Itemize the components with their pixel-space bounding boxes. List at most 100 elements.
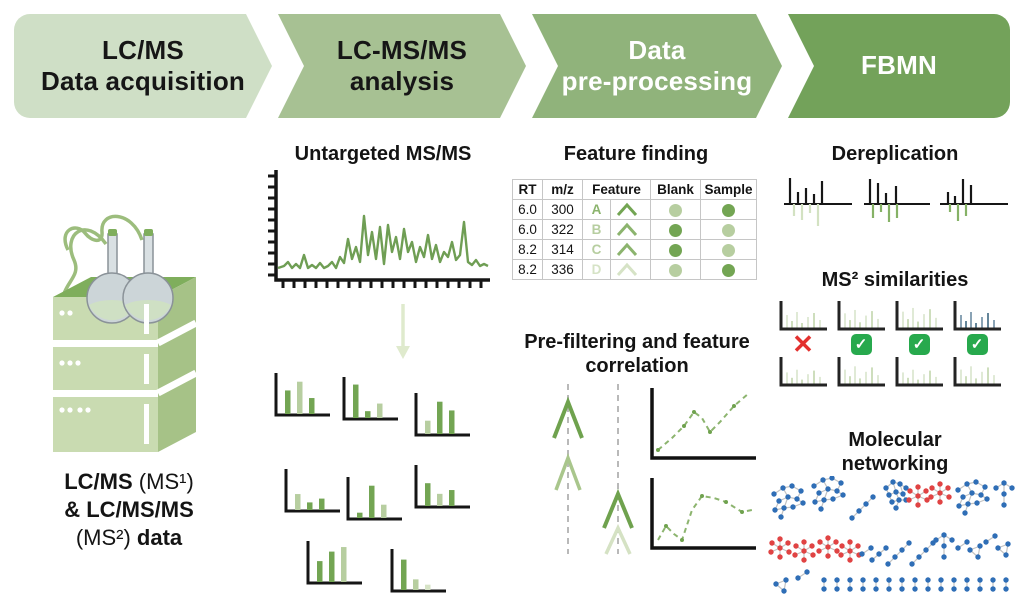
caption-bold: LC/MS (64, 469, 133, 494)
correlation-points (664, 494, 744, 542)
feature-letter-cell: B (582, 219, 611, 240)
instrument-side-face (158, 277, 196, 452)
plot-axes (650, 388, 756, 460)
ms2-similarities-heading: MS² similarities (821, 269, 969, 291)
mismatch-x-icon: ✕ (792, 329, 814, 359)
rt-cell: 8.2 (512, 259, 543, 280)
blank-cell (650, 259, 701, 280)
banner-fbmn: FBMN (788, 14, 1010, 118)
mz-cell: 322 (542, 219, 583, 240)
feature-peak-cell (610, 239, 651, 260)
rt-cell: 6.0 (512, 219, 543, 240)
ms2-similarity-panel: ✕ (778, 300, 828, 388)
molecular-networking-heading: Molecular networking (841, 429, 949, 475)
feature-table-body: 6.0 300 A 6.0 322 B 8.2 314 C 8.2 336 D (512, 199, 757, 280)
peak-chevron (554, 453, 582, 491)
feature-peak-cell (610, 259, 651, 280)
mz-cell: 336 (542, 259, 583, 280)
msms-spectra-group (258, 366, 508, 606)
module-gap (156, 319, 198, 347)
banner-line: pre-processing (561, 66, 753, 96)
dereplication-heading: Dereplication (831, 143, 959, 165)
rt-cell: 8.2 (512, 239, 543, 260)
query-peaks (868, 179, 898, 204)
col-header-sample: Sample (700, 179, 757, 200)
col-header-rt: RT (512, 179, 543, 200)
match-check-icon: ✓ (908, 332, 930, 356)
banner-line: analysis (349, 66, 455, 96)
sample-cell (700, 199, 757, 220)
library-peaks (871, 204, 899, 222)
module-gap (53, 340, 158, 347)
msms-spectrum-chart (280, 466, 342, 518)
feature-finding-heading: Feature finding (563, 143, 709, 165)
rt-cell: 6.0 (512, 199, 543, 220)
peak-chevron (552, 396, 584, 439)
table-row: 8.2 336 D (512, 259, 757, 280)
banner-line: LC-MS/MS (336, 34, 468, 65)
blank-cell (650, 199, 701, 220)
correlation-points (656, 404, 736, 452)
caption-regular: (MS²) (75, 525, 131, 551)
ms2-similarity-panel: ✓ (894, 300, 944, 388)
untargeted-msms-heading: Untargeted MS/MS (294, 143, 472, 165)
module-gap (156, 369, 198, 397)
banner-line: Data (628, 34, 686, 65)
feature-letter-cell: A (582, 199, 611, 220)
match-check-icon: ✓ (966, 332, 988, 356)
match-check-icon: ✓ (850, 332, 872, 356)
caption-regular: (MS¹) (138, 469, 194, 494)
msms-spectrum-chart (386, 546, 448, 598)
msms-spectrum-chart (338, 374, 400, 426)
msms-spectrum-chart (410, 390, 472, 442)
col-header-blank: Blank (650, 179, 701, 200)
feature-letter-cell: C (582, 239, 611, 260)
plot-axes (650, 478, 756, 550)
ms2-similarity-panel: ✓ (952, 300, 1002, 388)
msms-spectrum-chart (302, 538, 364, 590)
banner-line: Data acquisition (40, 66, 245, 96)
feature-peak-cell (610, 199, 651, 220)
banner-lcmsms-analysis: LC-MS/MS analysis (278, 14, 526, 118)
ms2-panels: ✕ ✓ ✓ ✓ (778, 300, 1024, 388)
correlation-line (657, 494, 753, 542)
library-peaks (948, 204, 968, 221)
module-slit (144, 404, 149, 444)
mz-cell: 300 (542, 199, 583, 220)
banner-lcms-data-acquisition: LC/MS Data acquisition (14, 14, 272, 118)
down-arrow-icon (396, 304, 410, 359)
banner-line: LC/MS (102, 34, 184, 65)
col-header-mz: m/z (542, 179, 583, 200)
mz-cell: 314 (542, 239, 583, 260)
banner-data-preprocessing: Data pre-processing (532, 14, 782, 118)
chromatogram-plot (268, 170, 490, 288)
msms-spectrum-chart (270, 370, 332, 422)
feature-table: RT m/z Feature Blank Sample 6.0 300 A 6.0 32… (512, 179, 757, 280)
caption-bold: data (136, 525, 183, 551)
query-peaks (946, 179, 973, 204)
ms2-similarity-panel: ✓ (836, 300, 886, 388)
prefiltering-illustration (552, 384, 756, 555)
msms-spectrum-chart (342, 474, 404, 526)
table-row: 8.2 314 C (512, 239, 757, 260)
blank-cell (650, 219, 701, 240)
table-header-row: RT m/z Feature Blank Sample (512, 179, 757, 200)
caption-bold: & LC/MS/MS (64, 497, 194, 523)
col-header-feature: Feature (582, 179, 651, 200)
blank-cell (650, 239, 701, 260)
module-slit (144, 304, 149, 334)
query-peaks (788, 178, 824, 204)
network-svg (768, 476, 1015, 594)
peak-chevron (604, 523, 632, 555)
dereplication-mirror-spectra (784, 178, 1008, 226)
module-gap (53, 390, 158, 397)
tube (63, 214, 144, 251)
prefiltering-heading: Pre-filtering and feature correlation (524, 331, 750, 377)
sample-cell (700, 259, 757, 280)
module-slit (144, 354, 149, 384)
table-row: 6.0 322 B (512, 219, 757, 240)
library-peaks (792, 204, 820, 226)
feature-letter-cell: D (582, 259, 611, 280)
module-leds (59, 310, 91, 413)
